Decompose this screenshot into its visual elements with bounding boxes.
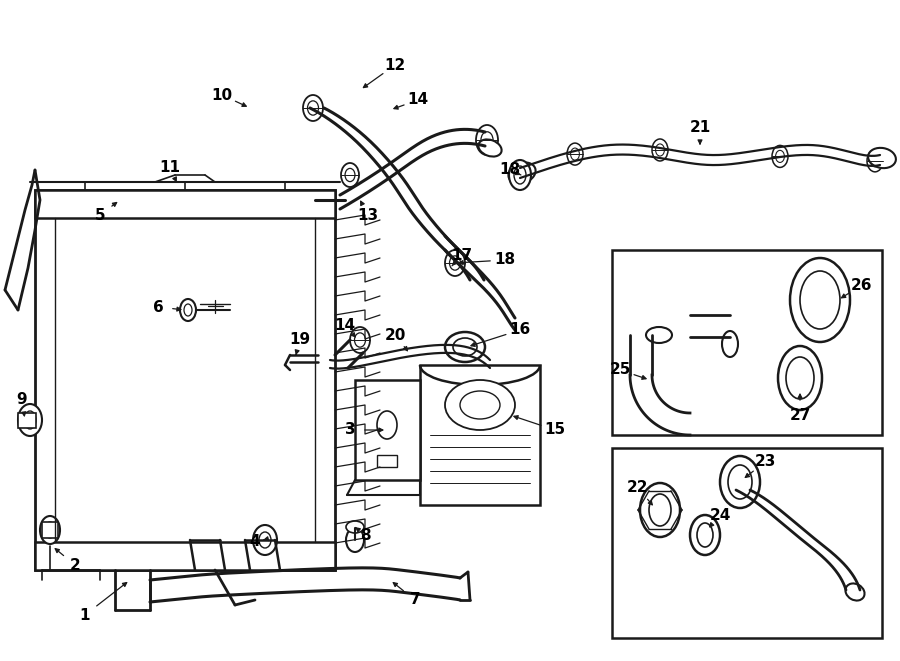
Ellipse shape [481,132,493,148]
FancyBboxPatch shape [18,413,36,428]
Text: 8: 8 [360,527,370,543]
Ellipse shape [259,532,271,548]
Ellipse shape [508,163,536,184]
Ellipse shape [722,331,738,357]
Text: 11: 11 [159,161,181,176]
Text: 12: 12 [384,58,406,73]
Text: 14: 14 [335,317,356,332]
Ellipse shape [377,411,397,439]
Ellipse shape [308,101,319,115]
Ellipse shape [18,404,42,436]
Text: 25: 25 [609,362,631,377]
FancyBboxPatch shape [35,190,335,218]
Ellipse shape [778,346,822,410]
Text: 20: 20 [384,327,406,342]
Ellipse shape [345,169,355,182]
Ellipse shape [445,380,515,430]
Ellipse shape [346,521,364,533]
Text: 16: 16 [509,323,531,338]
Ellipse shape [479,139,501,157]
Ellipse shape [253,525,277,555]
Ellipse shape [24,411,36,429]
Text: 3: 3 [345,422,356,438]
FancyBboxPatch shape [612,250,882,435]
Ellipse shape [445,332,485,362]
Text: 15: 15 [544,422,565,438]
Text: 1: 1 [80,607,90,623]
Text: 19: 19 [290,332,310,348]
Ellipse shape [509,160,531,190]
FancyBboxPatch shape [355,380,420,480]
Text: 9: 9 [17,393,27,407]
Ellipse shape [640,483,680,537]
Text: 5: 5 [94,208,105,223]
Text: 22: 22 [627,481,649,496]
Text: 13: 13 [357,208,379,223]
Ellipse shape [845,584,865,601]
Ellipse shape [772,145,788,167]
Ellipse shape [867,150,883,172]
Ellipse shape [720,456,760,508]
FancyBboxPatch shape [612,448,882,638]
Ellipse shape [790,258,850,342]
Ellipse shape [697,523,713,547]
FancyBboxPatch shape [35,190,335,570]
Ellipse shape [868,148,896,168]
Ellipse shape [786,357,814,399]
Text: 7: 7 [410,592,420,607]
Text: 18: 18 [494,253,516,268]
Ellipse shape [571,148,580,160]
Ellipse shape [184,304,192,316]
Ellipse shape [567,143,583,165]
Text: 17: 17 [452,247,472,262]
Text: 10: 10 [212,87,232,102]
Ellipse shape [690,515,720,555]
Ellipse shape [655,144,664,156]
FancyBboxPatch shape [35,542,335,570]
Ellipse shape [800,271,840,329]
Ellipse shape [180,299,196,321]
Text: 18: 18 [500,163,520,178]
Text: 27: 27 [789,407,811,422]
Text: 4: 4 [249,535,260,549]
Text: 6: 6 [153,299,164,315]
Ellipse shape [445,250,465,276]
Ellipse shape [355,333,365,347]
Ellipse shape [476,125,498,155]
Ellipse shape [346,528,364,552]
Text: 21: 21 [689,120,711,136]
Text: 26: 26 [851,278,873,293]
FancyBboxPatch shape [42,522,58,538]
Ellipse shape [728,465,752,499]
Ellipse shape [460,391,500,419]
Ellipse shape [453,338,477,356]
Ellipse shape [350,327,370,353]
Ellipse shape [646,327,672,343]
Ellipse shape [45,522,55,538]
FancyBboxPatch shape [420,365,540,505]
Ellipse shape [40,516,60,544]
Ellipse shape [449,256,461,270]
Ellipse shape [303,95,323,121]
Text: 14: 14 [408,93,428,108]
Text: 23: 23 [754,455,776,469]
Ellipse shape [776,150,785,163]
FancyBboxPatch shape [377,455,397,467]
Ellipse shape [652,139,668,161]
Ellipse shape [514,166,526,184]
Ellipse shape [341,163,359,187]
Text: 2: 2 [69,557,80,572]
Ellipse shape [649,494,671,526]
Ellipse shape [870,155,879,167]
Text: 24: 24 [709,508,731,522]
